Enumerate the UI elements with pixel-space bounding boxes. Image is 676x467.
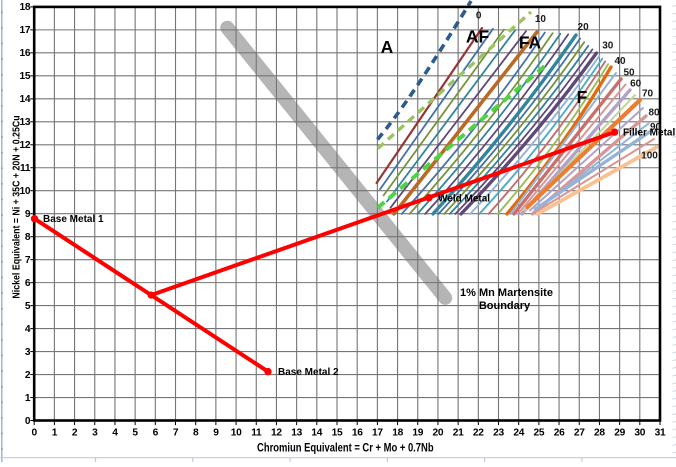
svg-text:8: 8: [25, 232, 31, 243]
svg-text:16: 16: [19, 48, 30, 59]
svg-text:Nickel Equivalent = Ni + 35C +: Nickel Equivalent = Ni + 35C + 20N + 0.2…: [11, 115, 23, 298]
svg-text:3: 3: [25, 347, 31, 358]
svg-text:6: 6: [25, 278, 31, 289]
svg-text:24: 24: [513, 428, 524, 439]
svg-text:FA: FA: [519, 33, 542, 53]
svg-text:19: 19: [412, 428, 423, 439]
svg-text:100: 100: [641, 151, 658, 162]
svg-text:10: 10: [231, 428, 242, 439]
svg-text:7: 7: [25, 255, 31, 266]
svg-text:20: 20: [433, 428, 444, 439]
svg-text:40: 40: [614, 56, 626, 67]
svg-text:29: 29: [614, 428, 625, 439]
svg-text:30: 30: [634, 428, 645, 439]
svg-text:30: 30: [602, 41, 614, 52]
svg-text:5: 5: [25, 301, 31, 312]
svg-text:Base Metal 1: Base Metal 1: [43, 214, 104, 225]
svg-text:18: 18: [392, 428, 403, 439]
svg-text:26: 26: [554, 428, 565, 439]
svg-text:50: 50: [623, 68, 635, 79]
svg-text:17: 17: [19, 25, 30, 36]
svg-text:27: 27: [574, 428, 585, 439]
svg-text:15: 15: [332, 428, 343, 439]
svg-text:5: 5: [132, 428, 138, 439]
svg-text:11: 11: [251, 428, 262, 439]
svg-text:7: 7: [173, 428, 179, 439]
svg-text:28: 28: [594, 428, 605, 439]
svg-text:18: 18: [19, 2, 30, 13]
svg-text:1: 1: [52, 428, 58, 439]
svg-text:2: 2: [72, 428, 78, 439]
svg-text:A: A: [381, 37, 394, 57]
svg-text:3: 3: [92, 428, 98, 439]
svg-text:15: 15: [19, 71, 30, 82]
svg-text:0: 0: [476, 11, 482, 22]
svg-text:6: 6: [153, 428, 159, 439]
svg-text:9: 9: [25, 209, 31, 220]
svg-text:16: 16: [352, 428, 363, 439]
svg-text:2: 2: [25, 370, 31, 381]
svg-text:1% Mn Martensite: 1% Mn Martensite: [460, 287, 553, 299]
svg-text:60: 60: [630, 79, 642, 90]
svg-text:14: 14: [311, 428, 322, 439]
svg-text:9: 9: [213, 428, 219, 439]
svg-text:Chromiun Equivalent = Cr + Mo: Chromiun Equivalent = Cr + Mo + 0.7Nb: [257, 441, 434, 454]
svg-text:Weld Metal: Weld Metal: [438, 194, 490, 205]
svg-text:12: 12: [271, 428, 282, 439]
svg-text:70: 70: [642, 89, 654, 100]
svg-text:25: 25: [534, 428, 545, 439]
svg-text:17: 17: [372, 428, 383, 439]
svg-text:Boundary: Boundary: [479, 300, 531, 312]
svg-text:21: 21: [453, 428, 464, 439]
svg-text:Base Metal 2: Base Metal 2: [278, 367, 339, 378]
svg-text:F: F: [577, 87, 588, 107]
svg-text:4: 4: [112, 428, 118, 439]
svg-text:0: 0: [25, 416, 31, 427]
svg-text:14: 14: [19, 94, 30, 105]
svg-text:1: 1: [25, 393, 31, 404]
svg-text:Filler Metal: Filler Metal: [623, 128, 675, 139]
svg-text:8: 8: [193, 428, 199, 439]
svg-text:4: 4: [25, 324, 31, 335]
svg-text:13: 13: [291, 428, 302, 439]
svg-text:20: 20: [578, 22, 590, 33]
svg-text:AF: AF: [466, 27, 490, 47]
svg-text:22: 22: [473, 428, 484, 439]
svg-text:10: 10: [535, 14, 547, 25]
svg-text:80: 80: [648, 108, 660, 119]
svg-text:31: 31: [655, 428, 666, 439]
svg-text:23: 23: [493, 428, 504, 439]
svg-text:0: 0: [32, 428, 38, 439]
